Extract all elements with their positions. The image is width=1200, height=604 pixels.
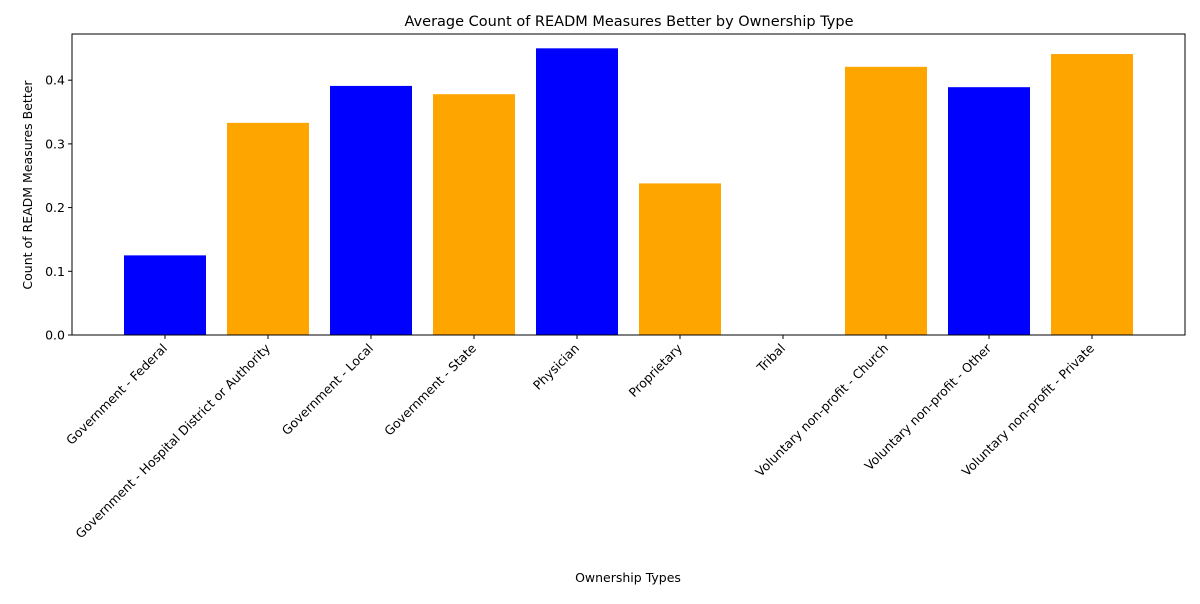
bar	[330, 85, 412, 335]
y-tick-label: 0.3	[45, 136, 65, 151]
bar	[227, 122, 309, 335]
y-axis-ticks: 0.0 0.1 0.2 0.3 0.4	[45, 73, 72, 343]
x-tick-label: Proprietary	[626, 340, 686, 400]
bar	[948, 87, 1030, 335]
bar	[124, 255, 206, 335]
chart-title: Average Count of READM Measures Better b…	[405, 14, 854, 30]
bar	[433, 94, 515, 335]
bar	[536, 48, 618, 335]
x-tick-label: Government - State	[381, 340, 479, 438]
y-tick-label: 0.4	[45, 73, 65, 88]
bar	[1051, 54, 1133, 336]
bar	[845, 66, 927, 336]
x-tick-label: Government - Hospital District or Author…	[72, 340, 273, 541]
y-tick-label: 0.1	[45, 264, 65, 279]
x-tick-label: Physician	[530, 341, 582, 393]
bar	[639, 183, 721, 335]
bars-group	[124, 48, 1133, 336]
x-axis-label: Ownership Types	[575, 570, 681, 585]
x-tick-label: Tribal	[753, 341, 788, 376]
y-tick-label: 0.0	[45, 328, 65, 343]
plot-area-frame	[71, 33, 1186, 336]
y-axis-label: Count of READM Measures Better	[20, 80, 35, 290]
x-tick-label: Government - Local	[279, 341, 376, 438]
y-tick-label: 0.2	[45, 200, 65, 215]
x-tick-label: Government - Federal	[63, 341, 170, 448]
